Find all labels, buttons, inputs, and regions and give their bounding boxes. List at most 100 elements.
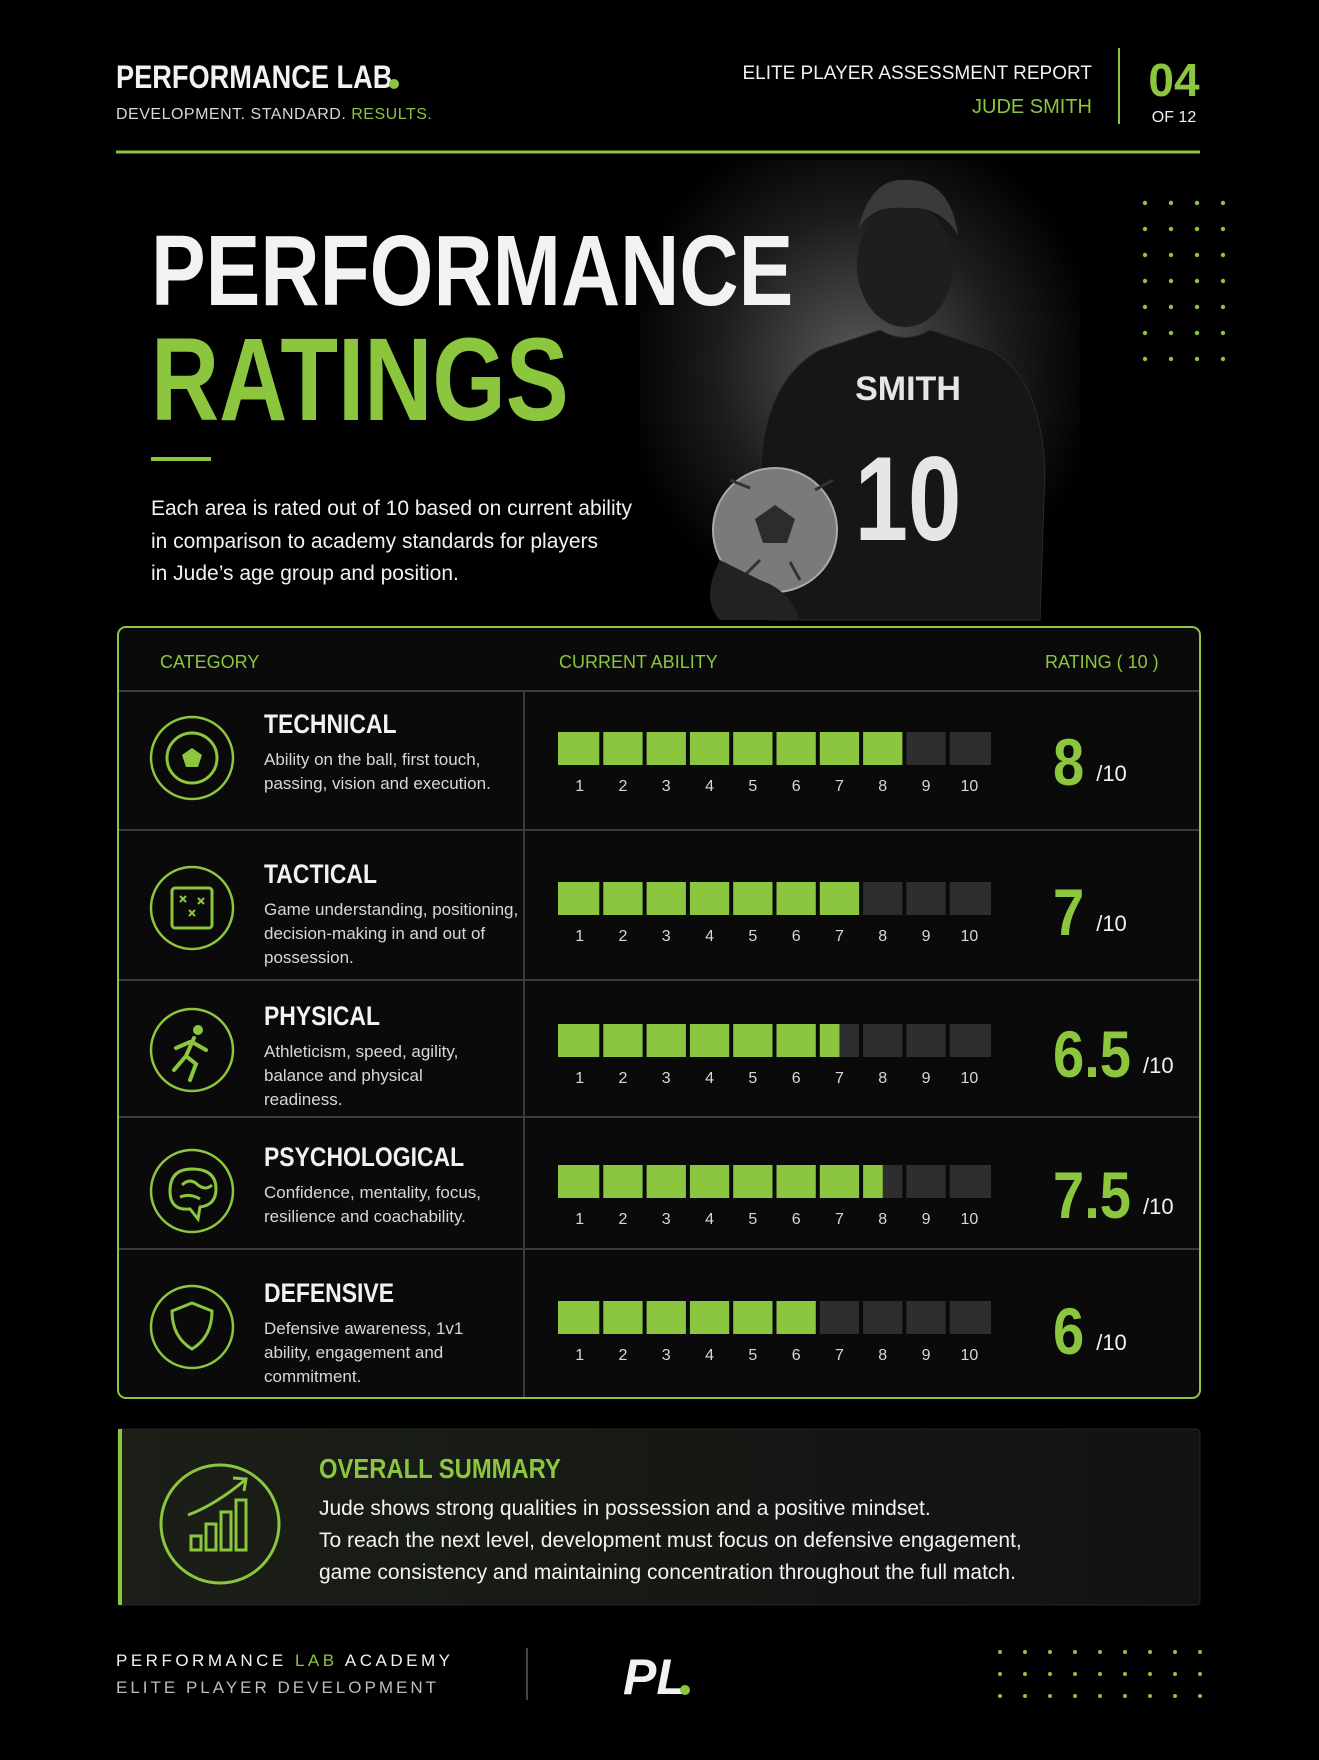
rating-value: 7.5 [1053, 1159, 1131, 1232]
icon-ring [149, 1007, 235, 1093]
dot [1198, 1650, 1202, 1654]
rating-out-of: /10 [1096, 1330, 1127, 1355]
ball-patch [755, 505, 795, 543]
category-name: TECHNICAL [264, 709, 397, 739]
category-description: Ability on the ball, first touch, [264, 750, 480, 769]
dot [1198, 1672, 1202, 1676]
dot [1023, 1694, 1027, 1698]
player-photo [640, 160, 1080, 621]
scale-label: 1 [575, 778, 584, 795]
scale-label: 3 [662, 1211, 671, 1228]
scale-label: 8 [878, 1211, 887, 1228]
tagline-text: DEVELOPMENT. STANDARD. [116, 106, 346, 123]
footer-text: PERFORMANCE [116, 1651, 287, 1670]
dot [1123, 1694, 1127, 1698]
category-name: PSYCHOLOGICAL [264, 1142, 464, 1172]
scale-label: 1 [575, 1347, 584, 1364]
icon-shape [165, 731, 219, 785]
scale-label: 8 [878, 778, 887, 795]
scale-label: 10 [960, 1347, 978, 1364]
title-line1: PERFORMANCE [151, 215, 793, 327]
scale-label: 9 [922, 778, 931, 795]
table-rows: TECHNICAL Ability on the ball, first touc… [119, 690, 1199, 1386]
dot [1194, 356, 1200, 362]
table-header: CATEGORY [160, 652, 259, 672]
scale-label: 10 [960, 1070, 978, 1087]
brand: PERFORMANCE LAB [116, 60, 392, 96]
bar-fill [558, 1024, 840, 1057]
table-header: CURRENT ABILITY [559, 652, 718, 672]
scale-label: 1 [575, 1070, 584, 1087]
dot [1142, 304, 1148, 310]
scale-label: 3 [662, 778, 671, 795]
table-frame [117, 626, 1201, 1399]
scale-label: 2 [618, 778, 627, 795]
dot [1123, 1672, 1127, 1676]
scale-label: 2 [618, 928, 627, 945]
rating-value: 6 [1053, 1295, 1084, 1368]
dot [1023, 1650, 1027, 1654]
rating-value: 6.5 [1053, 1018, 1131, 1091]
dot [1048, 1694, 1052, 1698]
category-description: Defensive awareness, 1v1 [264, 1319, 463, 1338]
page-number: 04 [1148, 54, 1200, 106]
scale-label: 4 [705, 1347, 714, 1364]
scale-label: 8 [878, 928, 887, 945]
dot [998, 1694, 1002, 1698]
category-description: readiness. [264, 1090, 342, 1109]
scale-label: 6 [792, 1347, 801, 1364]
icon-shape [168, 1167, 218, 1223]
hair [858, 179, 958, 235]
dot [1194, 278, 1200, 284]
scale-label: 5 [748, 778, 757, 795]
scale-label: 7 [835, 1070, 844, 1087]
scale-label: 5 [748, 1347, 757, 1364]
head [857, 203, 953, 327]
scale-label: 7 [835, 928, 844, 945]
icon-shape [179, 895, 205, 917]
scale-label: 6 [792, 1070, 801, 1087]
scale-label: 5 [748, 1070, 757, 1087]
dot [1023, 1672, 1027, 1676]
dot [1168, 356, 1174, 362]
scale-label: 1 [575, 1211, 584, 1228]
dot [1098, 1650, 1102, 1654]
dot [1073, 1672, 1077, 1676]
intro-line: Each area is rated out of 10 based on cu… [151, 497, 632, 520]
scale-label: 2 [618, 1211, 627, 1228]
intro-line: in Jude’s age group and position. [151, 562, 459, 585]
arm [710, 560, 800, 620]
scale-label: 5 [748, 1211, 757, 1228]
dot [1194, 226, 1200, 232]
category-description: commitment. [264, 1367, 361, 1386]
scale-label: 6 [792, 1211, 801, 1228]
dot [1168, 330, 1174, 336]
footer-text: ACADEMY [345, 1651, 454, 1670]
dot [1148, 1650, 1152, 1654]
icon-shape [193, 1025, 203, 1035]
rating-out-of: /10 [1143, 1053, 1174, 1078]
icon-shape [182, 748, 202, 767]
summary-line: game consistency and maintaining concent… [319, 1561, 1016, 1584]
dot [1142, 226, 1148, 232]
icon-shape [170, 886, 214, 930]
dot [1142, 200, 1148, 206]
icon-ring [149, 1284, 235, 1370]
icon-ring [149, 1148, 235, 1234]
rating-out-of: /10 [1096, 761, 1127, 786]
icon-ring [149, 715, 235, 801]
bar-fill [558, 1165, 883, 1198]
dot [1194, 304, 1200, 310]
category-name: PHYSICAL [264, 1001, 380, 1031]
category-description: decision-making in and out of [264, 924, 485, 943]
dot [1220, 304, 1226, 310]
dot [1194, 200, 1200, 206]
summary-accent [118, 1429, 122, 1605]
icon-shape [172, 1036, 208, 1082]
rating-value: 7 [1053, 876, 1084, 949]
category-description: Athleticism, speed, agility, [264, 1042, 458, 1061]
summary-icon [159, 1463, 281, 1585]
scale-label: 7 [835, 1347, 844, 1364]
dot [1048, 1650, 1052, 1654]
